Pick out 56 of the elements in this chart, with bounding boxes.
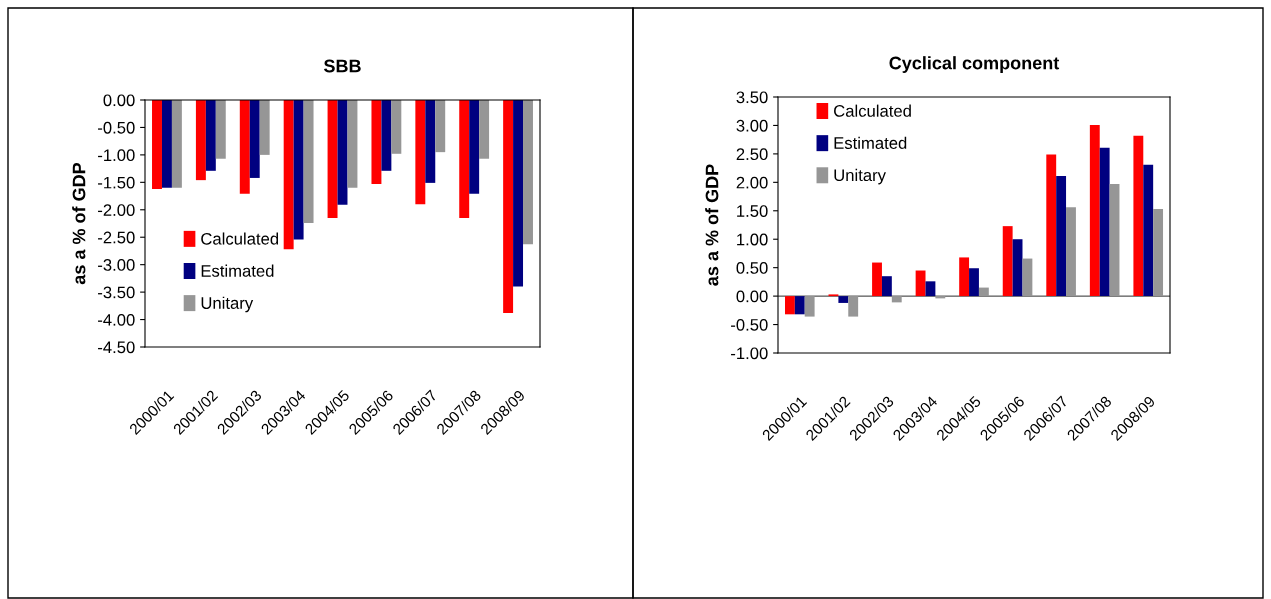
bar: [794, 296, 805, 315]
y-tick-label: 1.00: [737, 233, 768, 246]
y-tick-label: -1.00: [98, 149, 135, 162]
y-tick-label: -3.00: [98, 259, 135, 271]
bar: [838, 296, 849, 303]
y-tick-label: -2.50: [98, 231, 135, 244]
bar: [1002, 226, 1013, 297]
y-tick-label: -1.00: [731, 347, 768, 360]
chart-title: SBB: [323, 59, 361, 73]
bar: [978, 287, 989, 297]
chart-title: Cyclical component: [889, 56, 1060, 73]
legend-label: Unitary: [201, 296, 254, 313]
bar: [1046, 154, 1057, 297]
bar: [1066, 207, 1076, 297]
bar: [1012, 239, 1023, 297]
legend-label: Calculated: [201, 232, 279, 245]
y-tick-label: -4.00: [98, 313, 135, 326]
bar: [925, 281, 936, 297]
y-tick-label: 2.00: [736, 176, 768, 189]
bar: [804, 296, 815, 317]
bar: [1133, 135, 1144, 297]
legend-label: Unitary: [834, 168, 886, 185]
y-tick-label: -0.50: [731, 318, 768, 331]
bar: [969, 268, 979, 297]
bar: [959, 257, 970, 297]
y-tick-label: 0.00: [736, 290, 768, 303]
y-tick-label: 0.00: [103, 94, 135, 107]
y-tick-label: 0.50: [736, 262, 768, 274]
y-tick-label: 3.00: [736, 119, 768, 132]
bar: [1089, 124, 1100, 297]
legend-label: Calculated: [834, 104, 911, 117]
bar: [915, 270, 926, 297]
bar: [784, 296, 795, 315]
y-tick-label: 3.50: [736, 91, 768, 104]
bar: [891, 296, 902, 303]
bar: [881, 276, 892, 297]
bar: [1022, 258, 1033, 297]
bar: [935, 296, 946, 299]
bar: [848, 296, 859, 317]
bar: [872, 262, 882, 297]
y-axis-title: as a % of GDP: [72, 162, 86, 285]
bar: [1153, 209, 1164, 297]
bar: [1143, 164, 1154, 297]
y-tick-label: 2.50: [736, 148, 768, 161]
y-tick-label: -3.50: [98, 286, 135, 299]
bar: [1109, 184, 1120, 297]
legend-label: Estimated: [201, 264, 274, 277]
y-axis-title: as a % of GDP: [705, 164, 719, 286]
y-tick-label: 1.50: [737, 205, 768, 217]
y-tick-label: -2.00: [98, 204, 135, 216]
y-tick-label: -1.50: [98, 176, 135, 189]
bar: [1099, 147, 1110, 297]
bar: [1056, 176, 1067, 297]
y-tick-label: -4.50: [98, 341, 135, 354]
y-tick-label: -0.50: [98, 121, 135, 134]
legend-label: Estimated: [834, 136, 907, 149]
